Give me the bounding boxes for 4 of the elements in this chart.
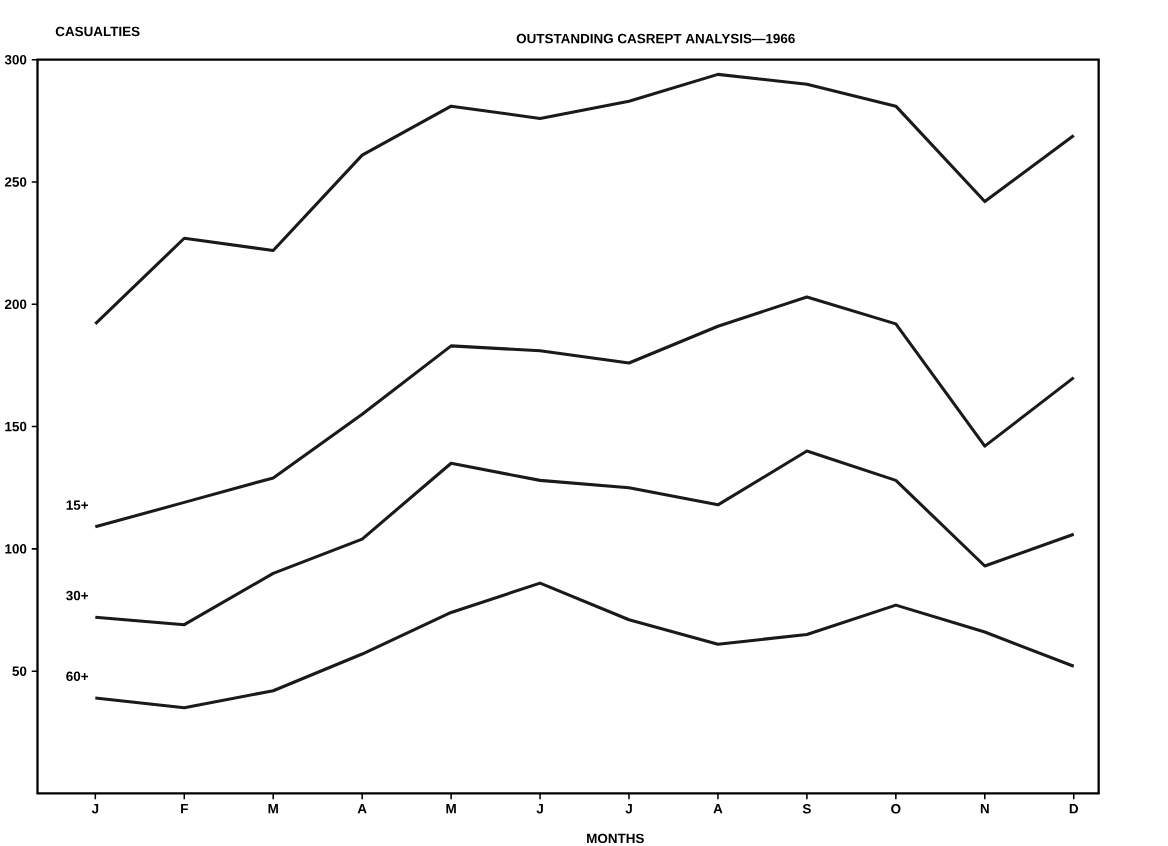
line-series bbox=[93, 449, 1076, 627]
line-series bbox=[93, 73, 1076, 326]
line-series bbox=[93, 581, 1076, 710]
line-series bbox=[93, 295, 1076, 529]
